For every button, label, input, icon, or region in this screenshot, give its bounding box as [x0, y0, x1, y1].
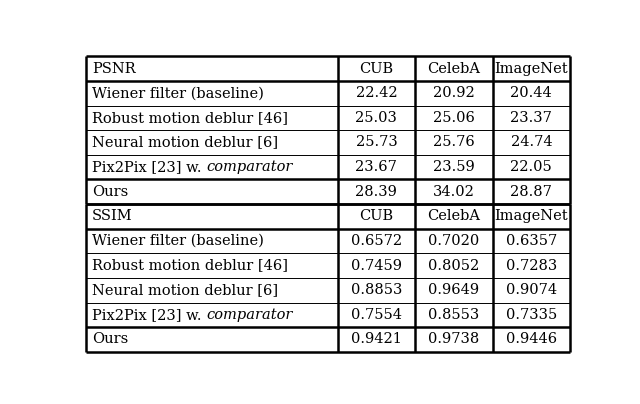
Text: 28.87: 28.87 [510, 185, 552, 199]
Text: 0.8853: 0.8853 [351, 283, 402, 297]
Text: 25.76: 25.76 [433, 135, 475, 149]
Text: 23.59: 23.59 [433, 160, 475, 174]
Text: 0.7554: 0.7554 [351, 308, 402, 322]
Text: 0.7020: 0.7020 [428, 234, 479, 248]
Text: ImageNet: ImageNet [495, 209, 568, 223]
Text: comparator: comparator [206, 160, 292, 174]
Text: 34.02: 34.02 [433, 185, 475, 199]
Text: 0.9649: 0.9649 [428, 283, 479, 297]
Text: Robust motion deblur [46]: Robust motion deblur [46] [92, 111, 288, 125]
Text: 0.7283: 0.7283 [506, 259, 557, 273]
Text: Ours: Ours [92, 332, 128, 347]
Text: comparator: comparator [206, 308, 292, 322]
Text: 25.73: 25.73 [356, 135, 397, 149]
Text: 25.06: 25.06 [433, 111, 475, 125]
Text: Neural motion deblur [6]: Neural motion deblur [6] [92, 135, 278, 149]
Text: CelebA: CelebA [428, 209, 481, 223]
Text: SSIM: SSIM [92, 209, 132, 223]
Text: 0.9421: 0.9421 [351, 332, 402, 347]
Text: 25.03: 25.03 [355, 111, 397, 125]
Text: 0.8553: 0.8553 [428, 308, 479, 322]
Text: Robust motion deblur [46]: Robust motion deblur [46] [92, 259, 288, 273]
Text: CelebA: CelebA [428, 61, 481, 76]
Text: Neural motion deblur [6]: Neural motion deblur [6] [92, 283, 278, 297]
Text: 0.7459: 0.7459 [351, 259, 402, 273]
Text: ImageNet: ImageNet [495, 61, 568, 76]
Text: 20.92: 20.92 [433, 86, 475, 100]
Text: 23.37: 23.37 [510, 111, 552, 125]
Text: Pix2Pix [23] w.: Pix2Pix [23] w. [92, 160, 206, 174]
Text: Ours: Ours [92, 185, 128, 199]
Text: 0.9738: 0.9738 [428, 332, 479, 347]
Text: 22.05: 22.05 [511, 160, 552, 174]
Text: 0.9446: 0.9446 [506, 332, 557, 347]
Text: Wiener filter (baseline): Wiener filter (baseline) [92, 234, 264, 248]
Text: 28.39: 28.39 [355, 185, 397, 199]
Text: 0.6572: 0.6572 [351, 234, 402, 248]
Text: 0.9074: 0.9074 [506, 283, 557, 297]
Text: 23.67: 23.67 [355, 160, 397, 174]
Text: 24.74: 24.74 [511, 135, 552, 149]
Text: 0.8052: 0.8052 [428, 259, 479, 273]
Text: 0.6357: 0.6357 [506, 234, 557, 248]
Text: Pix2Pix [23] w.: Pix2Pix [23] w. [92, 308, 206, 322]
Text: 0.7335: 0.7335 [506, 308, 557, 322]
Text: CUB: CUB [359, 209, 394, 223]
Text: 22.42: 22.42 [356, 86, 397, 100]
Text: 20.44: 20.44 [511, 86, 552, 100]
Text: CUB: CUB [359, 61, 394, 76]
Text: Wiener filter (baseline): Wiener filter (baseline) [92, 86, 264, 100]
Text: PSNR: PSNR [92, 61, 136, 76]
